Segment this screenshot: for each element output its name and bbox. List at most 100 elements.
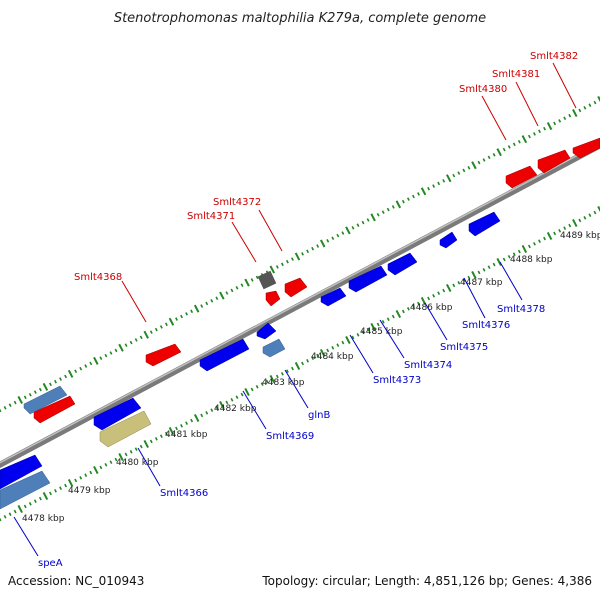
tick-mark (291, 366, 294, 371)
gene-smlt4368[interactable] (145, 343, 182, 367)
label-smlt4369[interactable]: Smlt4369 (266, 431, 314, 442)
leader-line (379, 319, 405, 359)
tick-mark (583, 216, 587, 220)
label-glnb[interactable]: glnB (308, 410, 330, 421)
tick-mark (401, 309, 405, 314)
leader-line (242, 390, 267, 430)
gene-smlt4376[interactable] (439, 231, 458, 249)
label-smlt4376[interactable]: Smlt4376 (462, 320, 510, 331)
leader-line (481, 95, 507, 141)
tick-mark (496, 257, 502, 267)
tick-mark (23, 504, 27, 509)
forward-genes (33, 137, 600, 424)
gene-spea[interactable] (0, 470, 51, 510)
tick-mark (538, 239, 541, 243)
tick-mark (588, 213, 592, 217)
tick-mark (59, 377, 62, 381)
scale-label: 4487 kbp (460, 278, 503, 288)
tick-mark (244, 278, 250, 287)
accession-text: Accession: NC_010943 (8, 574, 144, 588)
tick-mark (190, 418, 194, 423)
tick-mark (345, 226, 351, 235)
tick-mark (139, 335, 143, 340)
tick-mark (417, 192, 420, 196)
tick-mark (563, 116, 567, 121)
gene-pseudo[interactable] (99, 410, 152, 448)
scale-label: 4483 kbp (262, 378, 305, 388)
leader-line (552, 62, 577, 109)
gene-smlt4374[interactable] (348, 265, 388, 293)
gene-smlt4372[interactable] (284, 277, 308, 298)
label-smlt4374[interactable]: Smlt4374 (404, 360, 452, 371)
tick-mark (269, 374, 276, 384)
tick-mark (507, 255, 511, 259)
label-smlt4371[interactable]: Smlt4371 (187, 211, 235, 222)
tick-mark (8, 403, 12, 407)
tick-mark (521, 244, 528, 254)
label-smlt4381[interactable]: Smlt4381 (492, 69, 540, 80)
gene-smlt4375[interactable] (387, 252, 418, 276)
tick-mark (412, 194, 415, 199)
gene-smlt4371[interactable] (265, 290, 281, 307)
label-smlt4372[interactable]: Smlt4372 (213, 197, 261, 208)
gene-smlt4381[interactable] (537, 149, 571, 174)
tick-mark (412, 304, 415, 308)
label-smlt4366[interactable]: Smlt4366 (160, 488, 208, 499)
tick-mark (432, 294, 436, 298)
label-smlt4380[interactable]: Smlt4380 (459, 84, 507, 95)
tick-mark (578, 108, 582, 113)
upper-tick-track (0, 95, 600, 413)
tick-mark (401, 199, 405, 204)
tick-mark (457, 171, 461, 175)
tick-mark (301, 361, 304, 366)
gene-rna-lower[interactable] (262, 338, 286, 358)
gene-reverse[interactable] (0, 454, 43, 490)
tick-mark (558, 119, 562, 123)
tick-mark (326, 348, 330, 353)
gene-forward[interactable] (33, 395, 76, 424)
tick-mark (319, 239, 326, 248)
tick-mark (311, 356, 315, 360)
label-smlt4373[interactable]: Smlt4373 (373, 375, 421, 386)
gene-other[interactable] (257, 270, 277, 290)
scale-label: 4486 kbp (410, 303, 453, 313)
tick-mark (294, 252, 301, 261)
tick-mark (553, 121, 557, 126)
gene-smlt4366[interactable] (93, 397, 142, 431)
tick-mark (492, 152, 496, 157)
tick-mark (381, 320, 385, 324)
tick-mark (578, 218, 582, 223)
tick-mark (230, 398, 234, 402)
label-smlt4378[interactable]: Smlt4378 (497, 304, 545, 315)
label-smlt4382[interactable]: Smlt4382 (530, 51, 578, 62)
gene-smlt4373[interactable] (320, 287, 347, 307)
tick-mark (316, 353, 320, 358)
gene-smlt4380[interactable] (505, 165, 538, 189)
gene-rna-upper[interactable] (23, 385, 68, 415)
tick-mark (406, 307, 410, 311)
gene-smlt4378[interactable] (468, 211, 501, 237)
tick-mark (154, 437, 158, 441)
tick-mark (527, 244, 531, 249)
gene-glnb[interactable] (256, 322, 277, 340)
tick-mark (467, 166, 471, 170)
gene-smlt4382[interactable] (572, 137, 600, 159)
tick-mark (64, 374, 68, 379)
gene-smlt4369[interactable] (199, 338, 250, 372)
tick-mark (356, 223, 360, 227)
tick-mark (361, 220, 365, 225)
tick-mark (149, 439, 153, 444)
tick-mark (219, 291, 225, 300)
tick-mark (185, 421, 189, 425)
leader-line (424, 302, 448, 341)
tick-mark (432, 184, 436, 188)
tick-mark (230, 288, 234, 293)
label-spea[interactable]: speA (38, 558, 63, 569)
tick-mark (235, 286, 239, 290)
tick-mark (437, 291, 441, 295)
tick-mark (143, 439, 149, 449)
label-smlt4368[interactable]: Smlt4368 (74, 272, 122, 283)
label-smlt4375[interactable]: Smlt4375 (440, 342, 488, 353)
tick-mark (159, 434, 163, 438)
tick-mark (244, 387, 250, 397)
